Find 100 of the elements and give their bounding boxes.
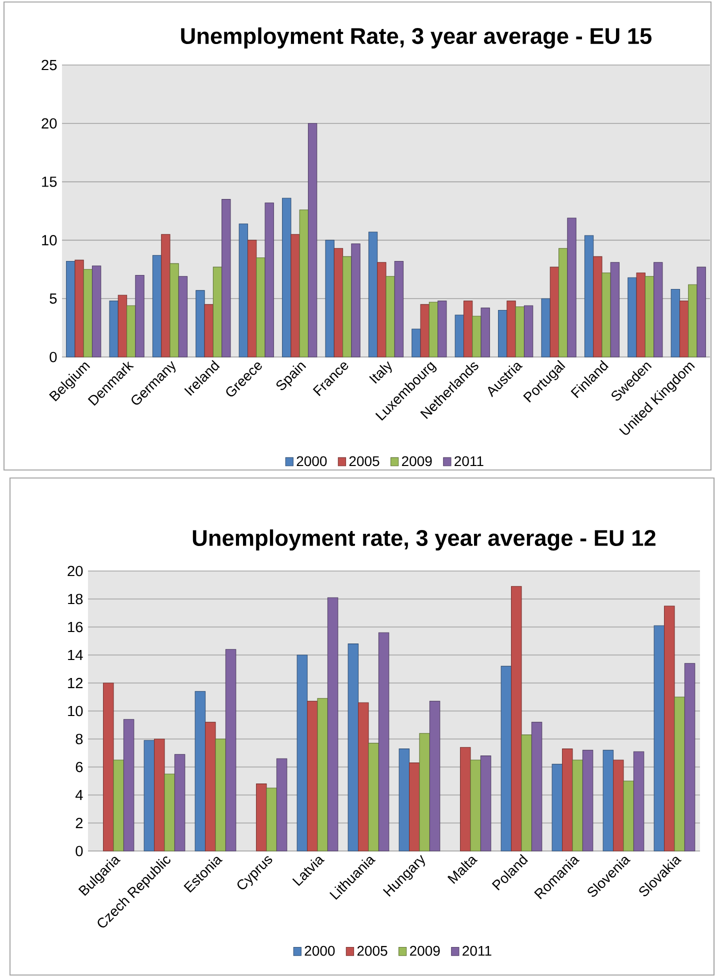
bar bbox=[123, 719, 134, 852]
bar bbox=[299, 210, 309, 358]
y-tick-label: 16 bbox=[68, 622, 83, 632]
bar bbox=[480, 756, 492, 852]
bar bbox=[317, 698, 328, 852]
bar bbox=[194, 691, 206, 852]
bar bbox=[454, 314, 464, 358]
bar bbox=[178, 276, 188, 358]
bar bbox=[282, 198, 292, 358]
bar bbox=[552, 764, 563, 852]
chart-title: Unemployment rate, 3 year average - EU 12 bbox=[192, 529, 656, 551]
y-tick-label: 25 bbox=[42, 60, 57, 70]
y-tick-label: 14 bbox=[68, 650, 83, 660]
bar bbox=[118, 294, 128, 358]
bar bbox=[342, 256, 352, 358]
bar bbox=[307, 700, 318, 852]
bar bbox=[541, 298, 550, 358]
bar bbox=[154, 738, 165, 852]
bar bbox=[276, 758, 288, 852]
bar bbox=[386, 276, 395, 358]
bar bbox=[572, 760, 583, 852]
bar bbox=[109, 300, 118, 358]
bar bbox=[247, 240, 257, 358]
legend-label: 2009 bbox=[402, 456, 432, 466]
bar bbox=[394, 260, 404, 358]
bar bbox=[419, 733, 430, 852]
bar bbox=[463, 300, 473, 358]
legend-label: 2005 bbox=[357, 946, 388, 956]
y-tick-label: 10 bbox=[68, 706, 83, 716]
bar bbox=[398, 748, 410, 852]
bar bbox=[460, 747, 471, 852]
bar bbox=[500, 666, 512, 852]
bar bbox=[438, 300, 447, 358]
bar bbox=[334, 248, 344, 358]
bar bbox=[152, 255, 162, 358]
y-tick-label: 8 bbox=[76, 734, 83, 744]
bar bbox=[511, 586, 522, 852]
bar bbox=[480, 308, 490, 358]
bar bbox=[358, 702, 369, 852]
bar bbox=[420, 304, 430, 358]
bar bbox=[644, 276, 654, 358]
y-tick-label: 0 bbox=[50, 352, 57, 362]
bar bbox=[196, 290, 205, 358]
bar bbox=[174, 754, 186, 852]
bar bbox=[308, 123, 318, 358]
bar bbox=[515, 306, 524, 358]
bar bbox=[470, 760, 481, 852]
bar bbox=[266, 788, 277, 852]
y-tick-label: 20 bbox=[68, 566, 83, 576]
bar bbox=[664, 606, 675, 852]
bar bbox=[679, 300, 689, 358]
bar bbox=[584, 235, 594, 358]
bar bbox=[628, 277, 637, 358]
bar bbox=[623, 780, 634, 852]
legend-label: 2000 bbox=[304, 946, 335, 956]
bar bbox=[498, 310, 508, 358]
bar bbox=[602, 750, 614, 852]
bar bbox=[636, 272, 646, 358]
bar bbox=[684, 663, 696, 852]
bar bbox=[428, 302, 438, 358]
bar bbox=[205, 722, 216, 852]
bar bbox=[256, 784, 267, 852]
bar bbox=[377, 262, 386, 358]
y-tick-label: 10 bbox=[42, 235, 57, 246]
bar bbox=[368, 232, 378, 358]
bar bbox=[103, 682, 114, 852]
bar bbox=[348, 644, 359, 852]
legend-label: 2011 bbox=[462, 946, 492, 956]
y-tick-label: 0 bbox=[76, 846, 83, 856]
legend-label: 2005 bbox=[349, 456, 380, 466]
bar bbox=[472, 316, 482, 358]
bar bbox=[368, 742, 379, 852]
bar bbox=[264, 202, 274, 358]
bar bbox=[222, 199, 231, 358]
bar bbox=[215, 738, 226, 852]
bar bbox=[593, 256, 602, 358]
bar bbox=[144, 740, 155, 852]
bar bbox=[582, 750, 594, 852]
bar bbox=[161, 234, 170, 358]
bar bbox=[164, 774, 175, 852]
bar bbox=[204, 304, 214, 358]
y-tick-label: 4 bbox=[75, 790, 83, 800]
bar bbox=[531, 722, 542, 852]
y-tick-label: 15 bbox=[42, 176, 57, 187]
bar bbox=[429, 700, 440, 852]
legend-label: 2000 bbox=[296, 456, 327, 466]
bar bbox=[688, 284, 698, 358]
y-tick-label: 12 bbox=[68, 678, 83, 688]
y-tick-label: 6 bbox=[76, 762, 83, 772]
bar bbox=[412, 328, 421, 358]
bar bbox=[66, 260, 76, 358]
bar bbox=[633, 751, 644, 852]
bar bbox=[506, 300, 516, 358]
bar bbox=[378, 632, 390, 852]
bar bbox=[696, 266, 706, 358]
bar bbox=[212, 266, 222, 358]
bar bbox=[567, 218, 576, 358]
y-tick-label: 20 bbox=[42, 118, 57, 129]
bar bbox=[325, 240, 334, 358]
bar bbox=[524, 305, 534, 358]
